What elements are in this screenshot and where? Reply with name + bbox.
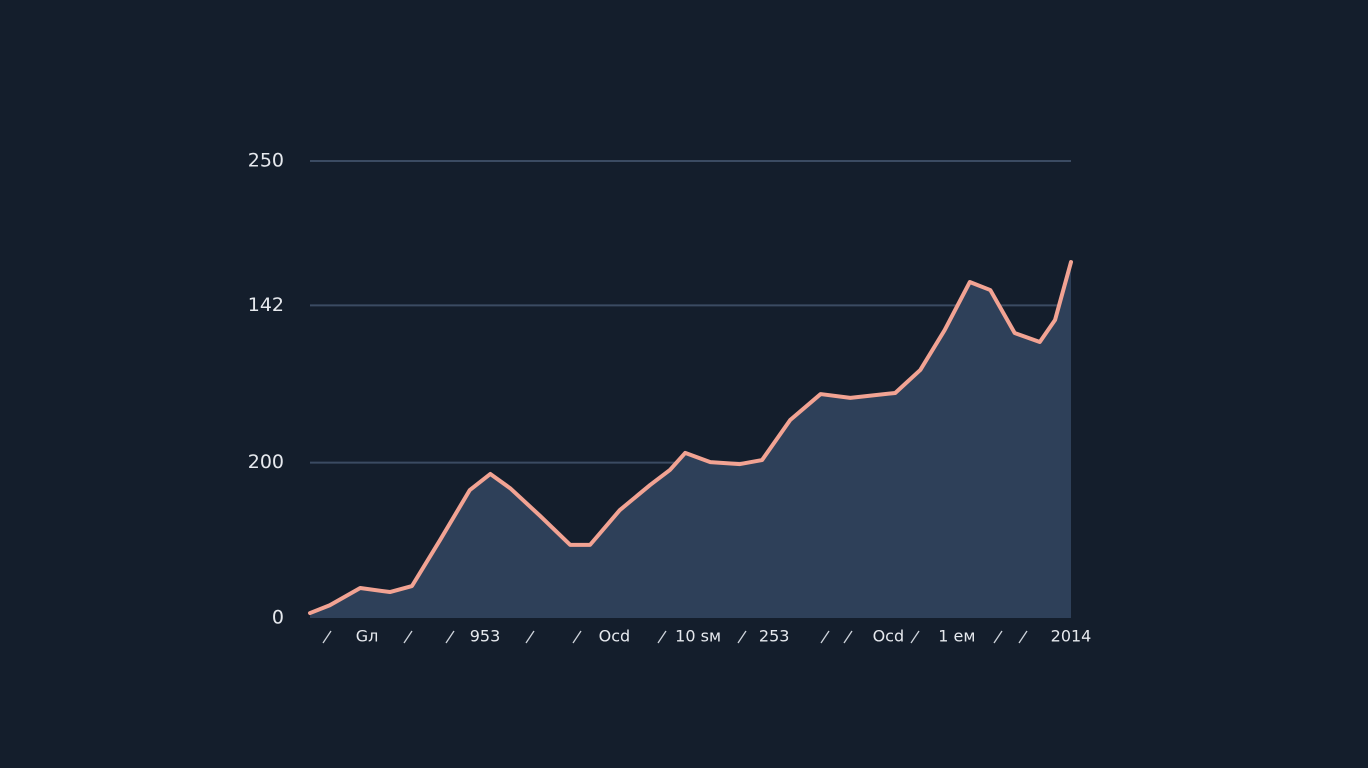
y-tick-label: 0 — [272, 607, 284, 629]
x-tick-label: Gл — [356, 627, 379, 646]
y-tick-label: 142 — [248, 294, 284, 316]
x-tick-label: 10 sм — [675, 627, 721, 646]
slash — [843, 630, 853, 644]
area — [310, 262, 1071, 618]
y-tick-label: 200 — [248, 451, 284, 473]
slash — [737, 630, 747, 644]
slash — [572, 630, 582, 644]
slash — [910, 630, 920, 644]
slash — [657, 630, 667, 644]
line — [308, 260, 1073, 616]
slash — [820, 630, 830, 644]
x-tick-label: Ocd — [873, 627, 905, 646]
slash — [445, 630, 455, 644]
y-tick-label: 250 — [248, 150, 284, 172]
slash — [993, 630, 1003, 644]
x-tick-label: 253 — [759, 627, 790, 646]
x-tick-label: 2014 — [1051, 627, 1092, 646]
slash — [1018, 630, 1028, 644]
slash — [403, 630, 413, 644]
slash — [322, 630, 332, 644]
x-tick-label: 1 ем — [938, 627, 975, 646]
x-tick-label: Ocd — [599, 627, 631, 646]
slash — [525, 630, 535, 644]
x-tick-label: 953 — [470, 627, 501, 646]
